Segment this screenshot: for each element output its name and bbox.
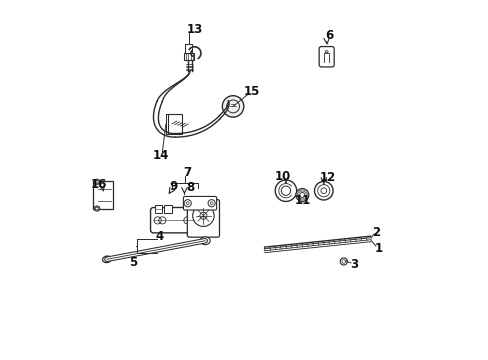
Circle shape xyxy=(295,189,308,202)
FancyBboxPatch shape xyxy=(163,205,171,212)
Ellipse shape xyxy=(94,179,100,184)
FancyBboxPatch shape xyxy=(319,46,333,67)
Text: 15: 15 xyxy=(243,85,259,98)
FancyBboxPatch shape xyxy=(183,197,216,210)
Text: 7: 7 xyxy=(183,166,191,179)
Text: 14: 14 xyxy=(152,149,168,162)
Text: 16: 16 xyxy=(91,178,107,191)
Ellipse shape xyxy=(102,256,111,262)
Circle shape xyxy=(320,188,326,194)
Text: 8: 8 xyxy=(186,181,194,194)
Text: 11: 11 xyxy=(294,194,310,207)
FancyBboxPatch shape xyxy=(187,200,219,237)
Text: 9: 9 xyxy=(168,180,177,193)
Text: 4: 4 xyxy=(155,230,163,243)
Circle shape xyxy=(222,96,244,117)
FancyBboxPatch shape xyxy=(150,207,197,233)
Circle shape xyxy=(275,180,296,202)
FancyBboxPatch shape xyxy=(155,205,162,212)
Text: 10: 10 xyxy=(274,170,291,183)
Text: 5: 5 xyxy=(128,256,137,269)
Text: 12: 12 xyxy=(319,171,336,184)
Circle shape xyxy=(281,186,290,195)
Ellipse shape xyxy=(200,237,210,245)
Text: 1: 1 xyxy=(374,242,382,255)
Circle shape xyxy=(314,181,332,200)
Text: 6: 6 xyxy=(325,29,333,42)
FancyBboxPatch shape xyxy=(167,114,182,134)
Circle shape xyxy=(340,258,346,265)
Ellipse shape xyxy=(94,206,100,211)
Text: 3: 3 xyxy=(350,258,358,271)
Text: 2: 2 xyxy=(372,226,380,239)
Text: 13: 13 xyxy=(186,23,202,36)
FancyBboxPatch shape xyxy=(184,53,194,60)
Circle shape xyxy=(299,193,304,198)
FancyBboxPatch shape xyxy=(93,181,112,209)
Circle shape xyxy=(317,185,329,197)
